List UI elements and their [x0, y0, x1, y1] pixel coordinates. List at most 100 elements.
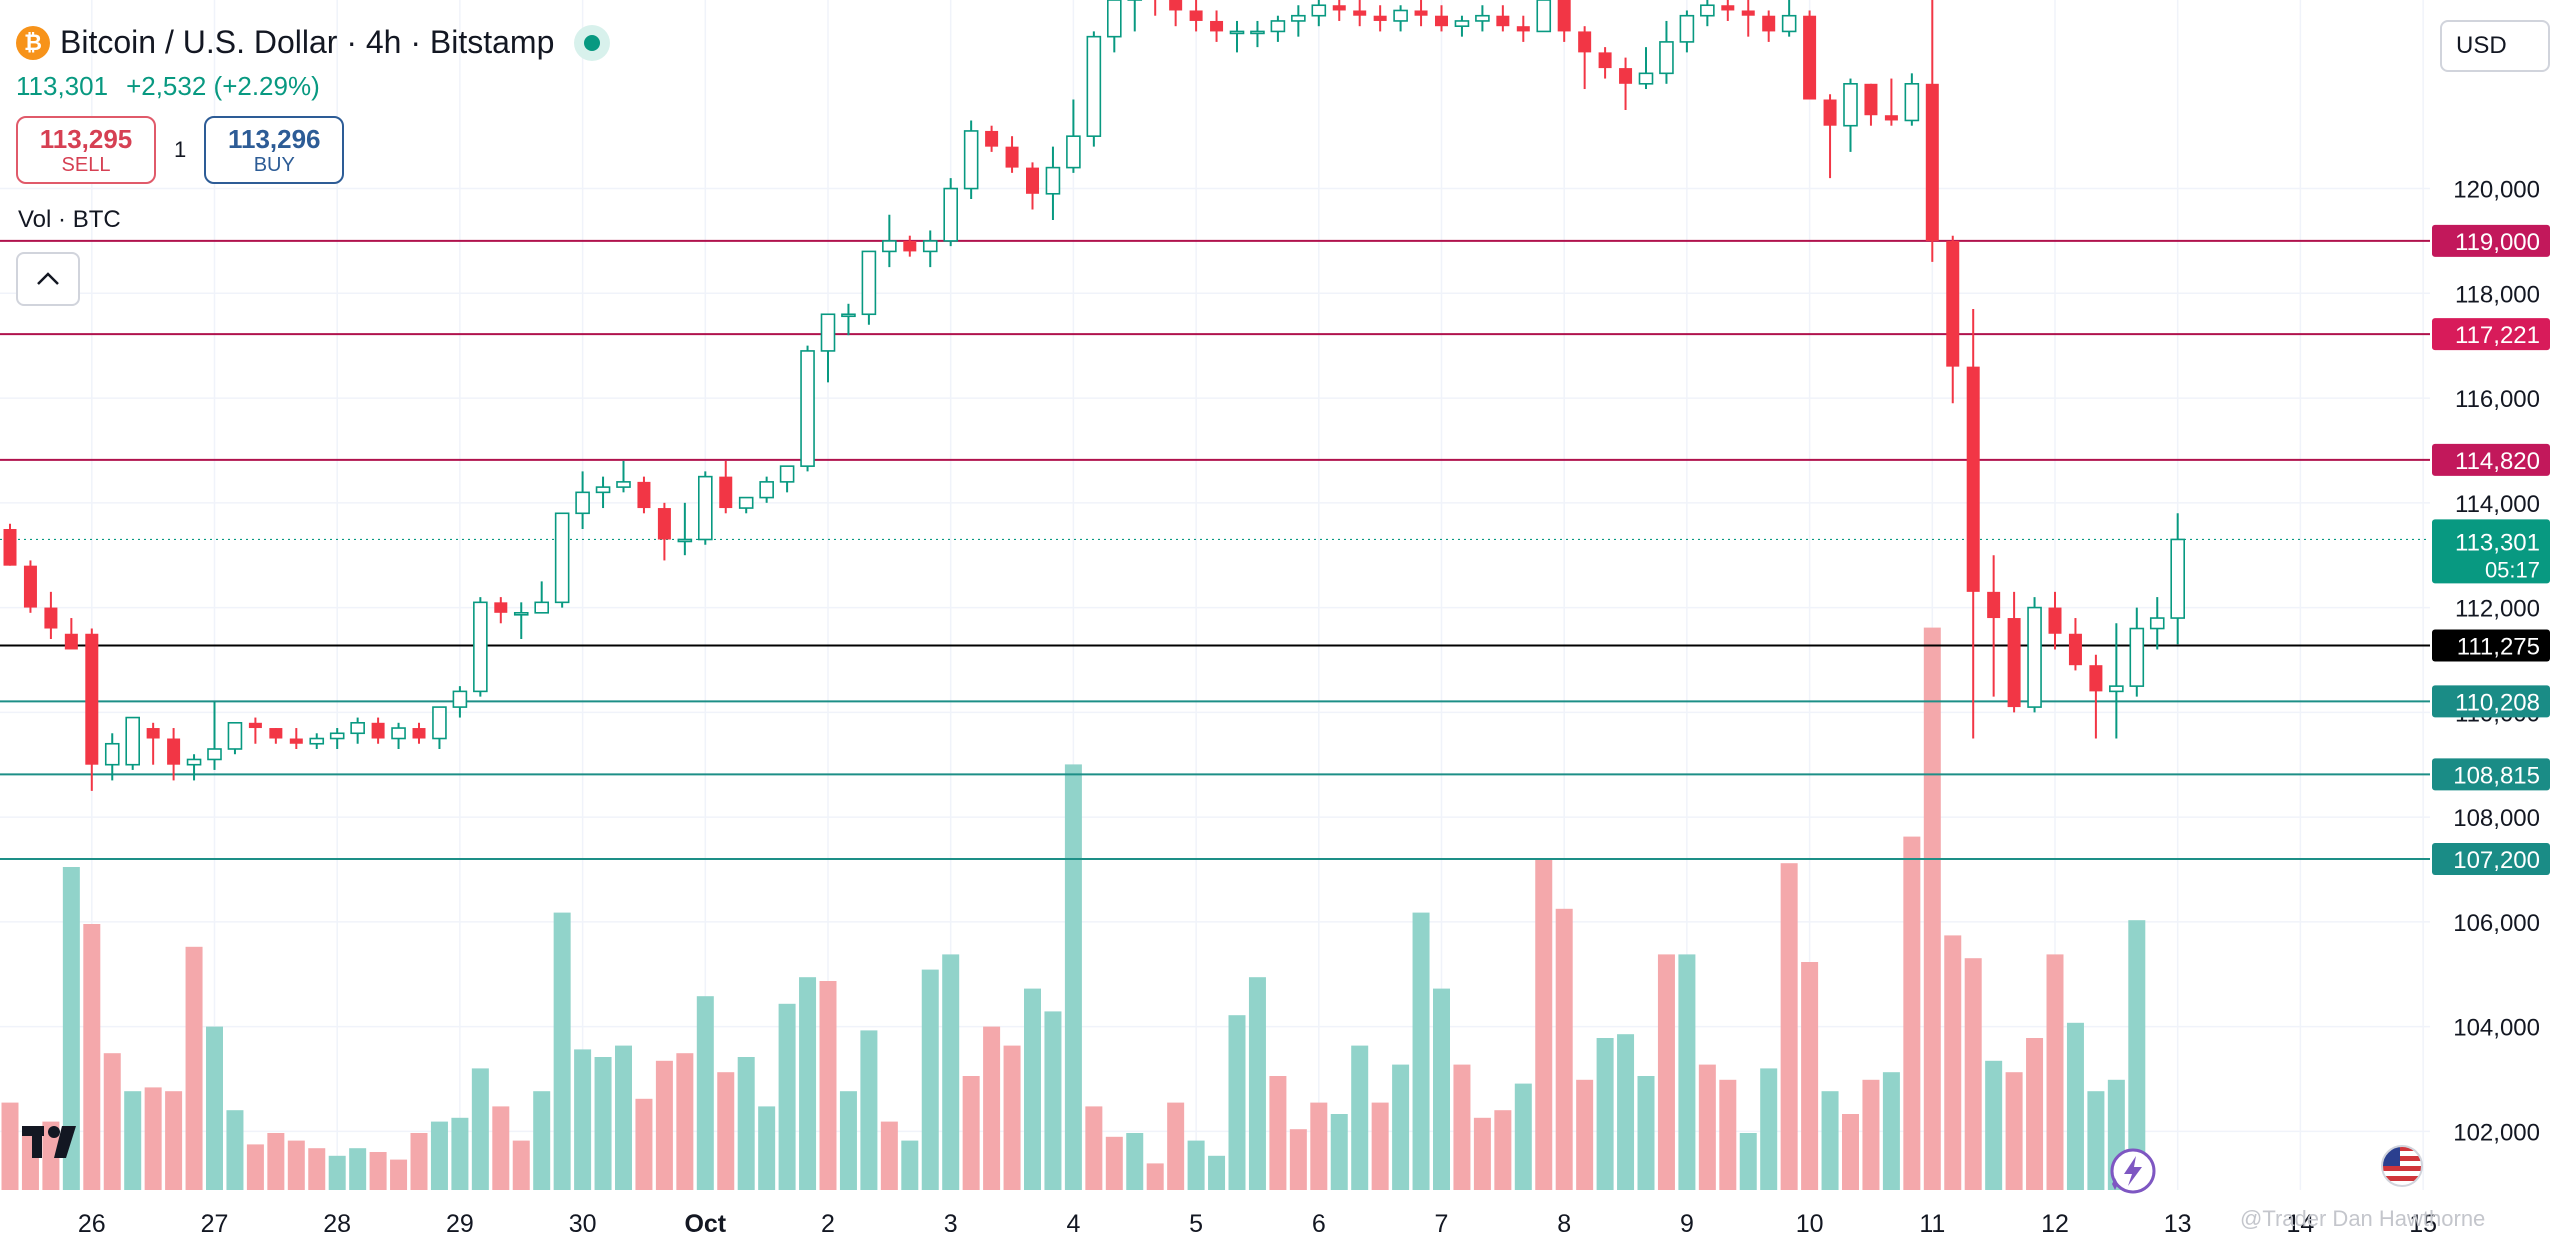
- candlesticks: [3, 0, 2185, 791]
- candle-body-up: [452, 690, 468, 708]
- candle: [1270, 15, 1286, 42]
- candle: [882, 214, 897, 268]
- x-tick-label: 28: [323, 1210, 351, 1238]
- volume-bar: [512, 1140, 530, 1190]
- symbol-title[interactable]: Bitcoin / U.S. Dollar · 4h · Bitstamp: [60, 24, 555, 60]
- candle: [861, 250, 877, 325]
- flash-icon[interactable]: [2108, 1146, 2158, 1201]
- candle: [350, 717, 365, 744]
- volume-bar: [1473, 1117, 1491, 1190]
- level-price-label[interactable]: 110,208: [2432, 685, 2550, 718]
- candle: [2109, 623, 2124, 739]
- candle-body-up: [207, 748, 222, 761]
- candle-body-down: [637, 481, 651, 509]
- candle-body-up: [697, 475, 713, 541]
- candle-body-down: [248, 722, 262, 729]
- volume-bar: [819, 981, 837, 1190]
- candle: [1700, 0, 1715, 27]
- candle: [922, 230, 938, 268]
- candle-body-up: [1904, 83, 1920, 122]
- volume-bar: [533, 1091, 551, 1190]
- collapse-legend-button[interactable]: [16, 252, 80, 306]
- candle: [64, 618, 78, 650]
- candle-body-down: [167, 738, 181, 765]
- volume-bar: [942, 954, 960, 1190]
- candle: [2007, 591, 2021, 713]
- candle-body-down: [1373, 15, 1387, 21]
- candle: [1884, 78, 1898, 126]
- candle-body-up: [329, 732, 345, 740]
- last-price-label-bg: [2432, 519, 2550, 584]
- candle-body-up: [1638, 72, 1654, 85]
- candle-body-down: [1598, 52, 1612, 69]
- last-price: 113,301: [16, 71, 109, 101]
- volume-bar: [1964, 958, 1982, 1190]
- market-open-icon[interactable]: [574, 24, 611, 61]
- candle-body-up: [943, 187, 959, 242]
- volume-bar: [62, 867, 80, 1190]
- level-price-label[interactable]: 108,815: [2432, 758, 2550, 791]
- volume-bar: [349, 1148, 367, 1190]
- sell-label: SELL: [61, 154, 111, 176]
- candle-body-down: [1496, 15, 1510, 27]
- volume-bar: [1330, 1114, 1348, 1190]
- candle: [1475, 5, 1490, 32]
- level-price-label[interactable]: 119,000: [2432, 224, 2550, 257]
- y-tick-label: 108,000: [2453, 805, 2540, 832]
- last-price-text: 113,301: [2455, 529, 2540, 556]
- candle: [44, 591, 58, 639]
- us-flag-icon[interactable]: [2380, 1144, 2424, 1193]
- time-axis[interactable]: 26 27 28 29 30 Oct 2 3 4 5 6 7 8 9 10 11 12 13 14 15: [78, 1210, 2437, 1238]
- volume-bar: [1228, 1015, 1246, 1190]
- candle-body-down: [494, 602, 508, 613]
- level-price-label[interactable]: 117,221: [2432, 318, 2550, 351]
- candle: [657, 502, 671, 561]
- sell-button[interactable]: 113,295 SELL: [16, 116, 156, 184]
- level-price-label[interactable]: 111,275: [2432, 629, 2550, 662]
- candle-body-down: [1189, 10, 1203, 21]
- x-tick-label: 11: [1919, 1210, 1945, 1238]
- currency-selector[interactable]: USD: [2440, 20, 2550, 72]
- y-tick-label: 114,000: [2455, 491, 2540, 518]
- candle: [1154, 0, 1157, 16]
- price-axis[interactable]: 120,000118,000116,000114,000112,000110,0…: [2432, 177, 2550, 1147]
- x-tick-label: 13: [2164, 1210, 2192, 1238]
- candle-body-up: [2027, 606, 2042, 708]
- volume-bar: [1719, 1079, 1737, 1190]
- level-price-label[interactable]: 114,820: [2432, 443, 2550, 476]
- candle: [1946, 235, 1960, 404]
- tradingview-logo[interactable]: [22, 1124, 86, 1165]
- volume-bar: [308, 1148, 326, 1190]
- candle: [1210, 10, 1224, 42]
- candle-body-up: [432, 706, 447, 740]
- candle: [1496, 5, 1510, 32]
- volume-bar: [1698, 1064, 1716, 1190]
- volume-bar: [267, 1133, 285, 1190]
- volume-bar: [451, 1117, 469, 1190]
- level-label-bg: [2432, 629, 2550, 662]
- y-tick-label: 106,000: [2453, 910, 2540, 937]
- level-price-label[interactable]: 107,200: [2432, 842, 2550, 875]
- buy-button[interactable]: 113,296 BUY: [204, 116, 345, 184]
- x-tick-label: 26: [78, 1210, 106, 1238]
- x-tick-label: 12: [2041, 1210, 2069, 1238]
- candle: [473, 597, 488, 697]
- candle-body-up: [1781, 14, 1797, 33]
- volume-bar: [1024, 988, 1041, 1190]
- candle-body-up: [1454, 20, 1470, 27]
- y-tick-label: 120,000: [2453, 177, 2540, 204]
- candle-body-up: [1393, 9, 1408, 22]
- candle: [23, 560, 37, 613]
- volume-legend[interactable]: Vol · BTC: [18, 206, 121, 233]
- candle: [1373, 5, 1387, 32]
- x-tick-label: 27: [201, 1210, 229, 1238]
- candle-body-down: [1884, 115, 1898, 121]
- candle: [227, 721, 243, 755]
- candle: [1393, 5, 1408, 32]
- volume-bar: [410, 1133, 428, 1190]
- candle-body-up: [473, 601, 488, 693]
- horizontal-levels[interactable]: [0, 239, 2430, 860]
- candle: [1435, 5, 1448, 32]
